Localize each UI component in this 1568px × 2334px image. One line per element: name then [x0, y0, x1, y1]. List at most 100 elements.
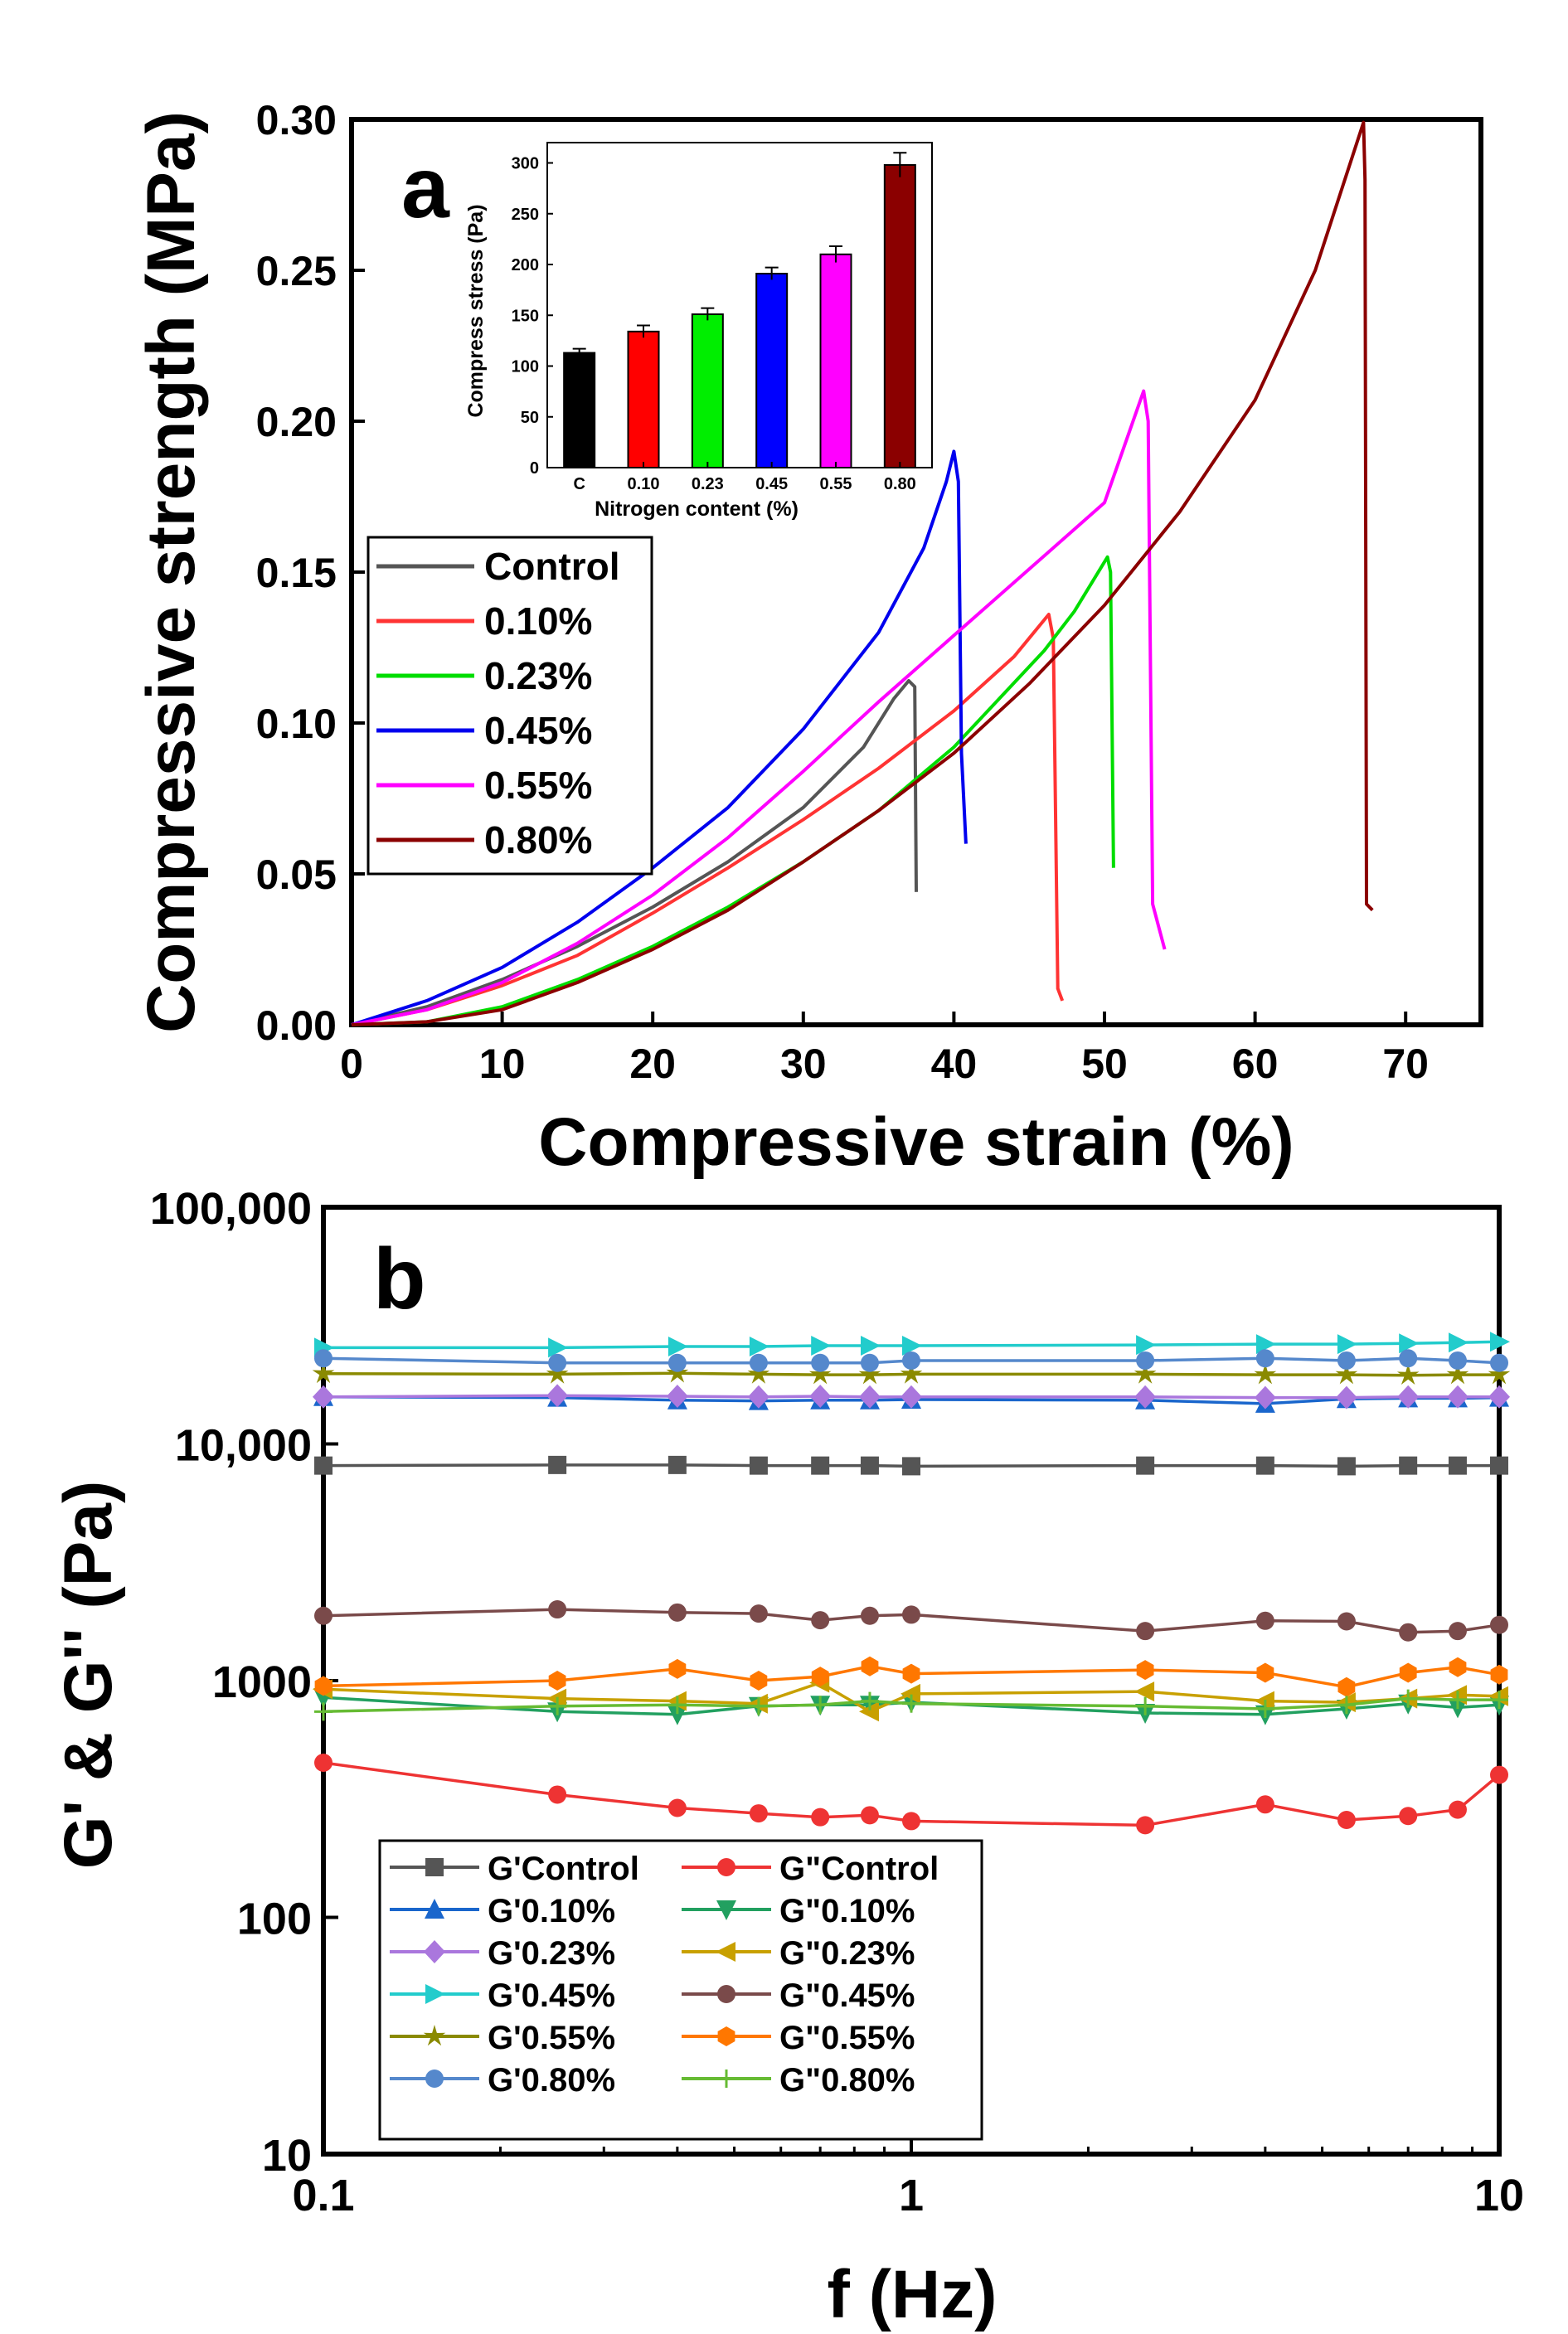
panel-b-label: b [373, 1231, 426, 1327]
data-point-g-0-23 [1397, 1385, 1420, 1409]
panel-a-y-axis-title: Compressive strength (MPa) [133, 111, 209, 1033]
series-line-0-10 [351, 613, 1065, 1026]
data-point-g-0-45 [1448, 1622, 1467, 1641]
y-tick-label: 10 [262, 2131, 312, 2181]
legend-swatch-marker-g-0-80 [425, 2070, 444, 2088]
data-point-g-control [548, 1785, 567, 1804]
data-point-g-0-55 [747, 1362, 770, 1384]
panel-a-series [351, 120, 1374, 1026]
legend-label: G'0.10% [488, 1893, 615, 1929]
inset-x-axis-title: Nitrogen content (%) [595, 497, 799, 521]
y-tick-label: 1000 [212, 1657, 312, 1707]
data-point-g-0-80 [749, 1353, 768, 1372]
y-tick-label: 0.30 [256, 97, 337, 143]
panel-a-x-axis-title: Compressive strain (%) [538, 1104, 1294, 1180]
inset-content: 0 50 100 150 200 250 300 C 0.10 0.23 0.45 0.55 0.80 [512, 152, 916, 493]
legend-swatch-marker-g-0-23 [716, 1942, 735, 1962]
legend-swatch-marker-g-0-55 [717, 2026, 735, 2046]
data-point-g-control [667, 1455, 687, 1474]
data-point-g-0-45 [667, 1337, 688, 1356]
inset-bar-0-80 [883, 163, 916, 468]
y-tick-label: 0.10 [256, 701, 337, 747]
data-point-g-0-80 [1448, 1351, 1467, 1370]
data-point-g-0-45 [1399, 1333, 1420, 1354]
panel-a-label: a [401, 140, 450, 236]
data-point-g-0-45 [667, 1603, 687, 1622]
data-point-g-0-80 [1399, 1349, 1418, 1368]
data-point-g-control [860, 1456, 879, 1475]
data-point-g-0-45 [902, 1336, 922, 1356]
data-point-g-0-45 [1490, 1332, 1510, 1352]
inset-bar-0-23 [691, 313, 724, 468]
series-g-0-55 [314, 1656, 1508, 1697]
legend-swatch-marker-g-0-45 [717, 1985, 735, 2003]
inset-x-tick-label: 0.80 [884, 475, 916, 493]
y-tick-label: 100,000 [150, 1184, 312, 1234]
y-tick-label: 100 [237, 1895, 312, 1944]
inset-y-tick-label: 150 [512, 307, 539, 325]
data-point-g-0-55 [1335, 1363, 1358, 1385]
data-point-g-0-23 [1254, 1385, 1276, 1410]
data-point-g-0-45 [811, 1611, 830, 1630]
legend-swatch-marker-g-0-10 [425, 1899, 444, 1919]
x-tick-label: 1 [899, 2171, 924, 2220]
legend-label: G"0.23% [779, 1935, 915, 1972]
data-point-g-0-80 [314, 1349, 333, 1368]
data-point-g-0-45 [1136, 1335, 1157, 1356]
legend-label: Control [484, 545, 620, 588]
data-point-g-0-23 [1134, 1681, 1155, 1702]
data-point-g-0-55 [1446, 1363, 1469, 1385]
x-tick-label: 0 [340, 1041, 363, 1087]
data-point-g-0-80 [1255, 1700, 1274, 1719]
data-point-g-control [902, 1457, 920, 1476]
data-point-g-control [314, 1456, 333, 1475]
inset-bar-c [563, 352, 596, 469]
inset-y-tick-label: 50 [521, 409, 539, 427]
data-point-g-0-80 [860, 1691, 879, 1710]
panel-b-series [312, 1332, 1511, 1835]
series-g-0-45 [314, 1600, 1508, 1642]
data-point-g-0-80 [314, 1702, 333, 1721]
panel-a-legend: Control 0.10% 0.23% 0.45% 0.55% 0.80% [367, 536, 653, 876]
legend-label: 0.45% [484, 709, 592, 752]
data-point-g-0-80 [1136, 1696, 1155, 1715]
data-point-g-0-55 [1488, 1363, 1511, 1385]
data-point-g-control [1136, 1456, 1155, 1475]
data-point-g-0-80 [811, 1696, 830, 1715]
inset-y-tick-label: 100 [512, 358, 539, 376]
data-point-g-0-23 [859, 1385, 881, 1409]
data-point-g-control [811, 1808, 830, 1827]
data-point-g-0-80 [1255, 1349, 1274, 1368]
data-point-g-0-55 [811, 1667, 829, 1687]
data-point-g-0-80 [1399, 1689, 1418, 1708]
data-point-g-control [1337, 1457, 1356, 1476]
inset-y-tick-label: 0 [530, 459, 539, 478]
inset-y-axis-title: Compress stress (Pa) [464, 204, 488, 417]
data-point-g-0-55 [546, 1362, 569, 1384]
data-point-g-0-55 [312, 1361, 335, 1384]
data-point-g-control [1490, 1456, 1508, 1475]
data-point-g-0-55 [1399, 1662, 1417, 1683]
data-point-g-control [548, 1455, 567, 1474]
x-tick-label: 40 [931, 1041, 978, 1087]
y-tick-label: 0.15 [256, 550, 337, 596]
panel-b-ticks: 0.1 1 10 10 100 1000 10,000 100,000 [150, 1184, 1524, 2220]
inset-x-tick-label: 0.45 [755, 475, 788, 493]
data-point-g-0-55 [1134, 1362, 1157, 1384]
inset-y-tick-label: 250 [512, 206, 539, 224]
data-point-g-0-55 [314, 1676, 333, 1696]
inset-x-tick-label: 0.55 [820, 475, 852, 493]
legend-label: 0.10% [484, 599, 592, 643]
data-point-g-0-55 [861, 1656, 879, 1677]
legend-label: 0.80% [484, 818, 592, 861]
data-point-g-0-55 [902, 1663, 920, 1684]
data-point-g-0-80 [749, 1696, 768, 1715]
data-point-g-0-80 [667, 1696, 687, 1715]
data-point-g-0-80 [811, 1353, 830, 1372]
data-point-g-0-80 [1337, 1351, 1356, 1370]
inset-x-tick-label: 0.10 [628, 475, 660, 493]
data-point-g-control [1136, 1816, 1155, 1835]
data-point-g-control [1490, 1765, 1508, 1784]
data-point-g-control [749, 1804, 768, 1823]
